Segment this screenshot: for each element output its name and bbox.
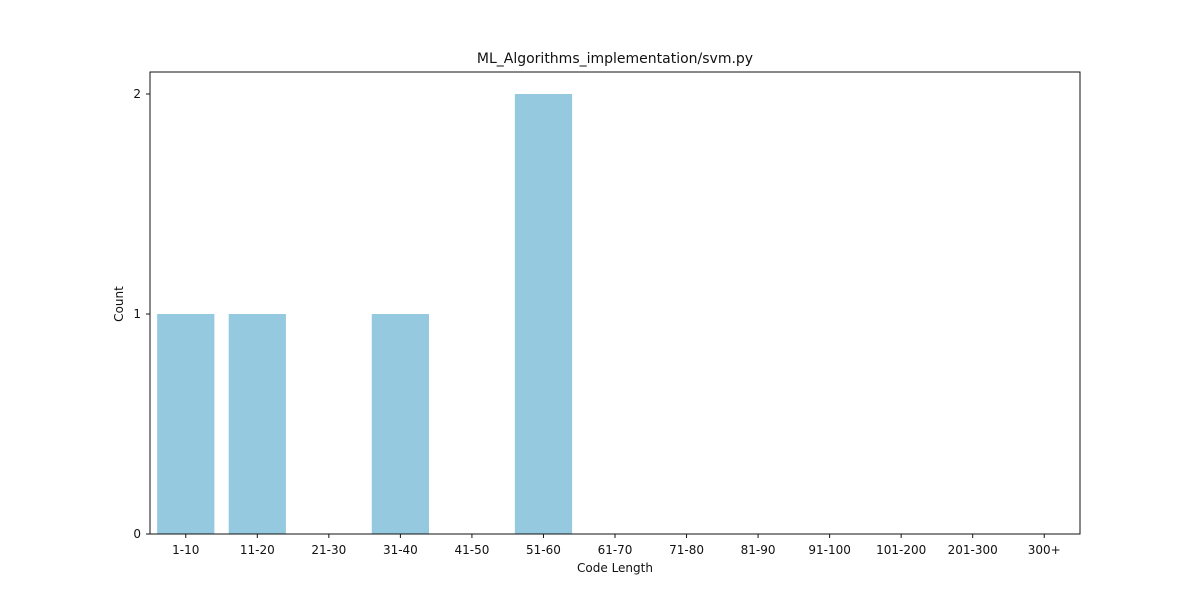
bar-51-60 [514, 94, 573, 534]
x-tick-label: 91-100 [808, 543, 851, 557]
x-tick-label: 51-60 [526, 543, 561, 557]
x-tick-label: 300+ [1028, 543, 1061, 557]
x-tick-label: 71-80 [669, 543, 704, 557]
x-tick-label: 1-10 [172, 543, 199, 557]
chart-title: ML_Algorithms_implementation/svm.py [477, 51, 753, 67]
x-tick-label: 31-40 [383, 543, 418, 557]
y-tick-label: 1 [133, 307, 141, 321]
x-axis-label: Code Length [577, 561, 653, 575]
y-axis-label: Count [112, 286, 126, 322]
x-tick-label: 61-70 [598, 543, 633, 557]
x-tick-label: 101-200 [876, 543, 926, 557]
bar-31-40 [371, 314, 429, 534]
y-tick-label: 0 [133, 527, 141, 541]
bar-1-10 [157, 314, 215, 534]
y-tick-label: 2 [133, 87, 141, 101]
plot-area: 1-10 11-20 21-30 31-40 41-50 51-60 61-70 71-80 8… [133, 87, 1060, 557]
x-tick-label: 21-30 [311, 543, 346, 557]
x-tick-label: 41-50 [454, 543, 489, 557]
plot-frame [149, 71, 1081, 535]
x-tick-label: 201-300 [948, 543, 998, 557]
x-tick-label: 81-90 [741, 543, 776, 557]
x-tick-label: 11-20 [240, 543, 275, 557]
bar-11-20 [228, 314, 286, 534]
